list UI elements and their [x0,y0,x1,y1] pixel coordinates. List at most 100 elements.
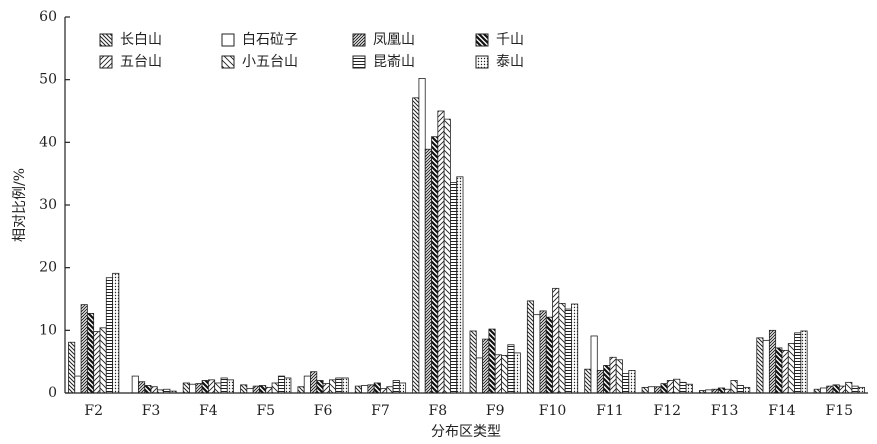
bar [303,375,311,394]
legend-label: 泰山 [496,54,524,70]
bar [450,182,458,394]
y-tick-label: 10 [39,322,57,338]
bar [150,386,158,394]
legend-label: 凤凰山 [373,32,415,48]
bar [539,310,547,394]
bar [743,386,751,394]
bar [373,382,381,394]
bar [189,383,197,394]
bar [469,330,477,394]
bar [456,176,464,394]
bar [838,385,847,394]
x-tick-label: F13 [711,403,739,419]
legend-label: 昆嵛山 [373,54,415,70]
bar [246,388,254,394]
x-tick-label: F3 [142,403,161,419]
bar [526,300,535,394]
y-tick-label: 30 [39,197,57,213]
y-tick-label: 50 [39,72,57,88]
bar [220,377,228,394]
bar [533,314,541,394]
bar [615,359,623,394]
x-tick-label: F12 [653,403,681,419]
bar [74,375,82,394]
legend-label: 千山 [496,32,524,48]
bar [781,349,789,394]
bar [494,354,502,394]
bar [832,384,840,394]
bar [545,316,553,394]
bar [756,337,764,394]
bar [730,380,738,394]
bar [513,352,521,394]
bar [787,343,795,394]
bar [226,379,234,394]
bar [80,304,88,394]
bar [297,386,305,394]
bar [857,386,865,394]
bar [386,386,394,394]
bar [131,375,139,394]
bar [93,331,101,394]
legend-swatch [475,33,489,47]
y-tick-label: 60 [39,9,57,25]
legend-swatch [352,33,366,47]
bar [252,385,260,394]
bar [717,387,726,394]
bar [412,97,420,394]
bar [552,287,560,394]
bar [335,377,343,394]
bar [666,380,674,394]
bar [820,387,828,394]
bar [775,347,783,394]
bar [641,386,649,394]
x-tick-label: F15 [826,403,854,419]
bar [144,385,152,394]
x-tick-label: F11 [596,403,624,419]
bar [277,375,286,394]
y-axis-label: 相对比例/% [12,168,28,242]
bar [762,339,770,394]
bar [361,385,369,394]
bar [654,386,662,394]
bar [482,338,490,394]
bar [488,328,496,394]
bar [590,335,598,394]
bar [341,377,349,394]
x-axis-label: 分布区类型 [431,424,501,440]
bar [673,378,681,394]
bar [195,383,203,394]
x-tick-label: F6 [314,403,333,419]
bar [271,382,279,394]
bar [736,385,744,394]
x-tick-label: F7 [371,403,390,419]
bar [207,379,216,394]
bar [99,327,107,394]
bar [628,370,636,394]
bar [431,136,439,394]
x-tick-label: F5 [256,403,275,419]
bar [265,386,273,394]
x-tick-label: F9 [486,403,505,419]
bar [329,379,337,394]
bar [660,383,668,394]
legend-label: 小五台山 [242,54,298,70]
bar [214,382,222,394]
legend-swatch [352,55,366,69]
x-tick-label: F14 [768,403,796,419]
bar [437,110,445,394]
bar [596,370,604,394]
bar [310,371,318,394]
bar [845,381,853,394]
legend-swatch [221,55,235,69]
bar [259,385,267,394]
legend-swatch [221,33,235,47]
legend-label: 长白山 [120,32,162,48]
bar [507,344,515,394]
legend-swatch [475,55,489,69]
legend-label: 白石砬子 [242,32,298,48]
legend-swatch [99,33,113,47]
bar [584,368,592,394]
x-tick-label: F10 [539,403,567,419]
x-tick-label: F4 [199,403,218,419]
